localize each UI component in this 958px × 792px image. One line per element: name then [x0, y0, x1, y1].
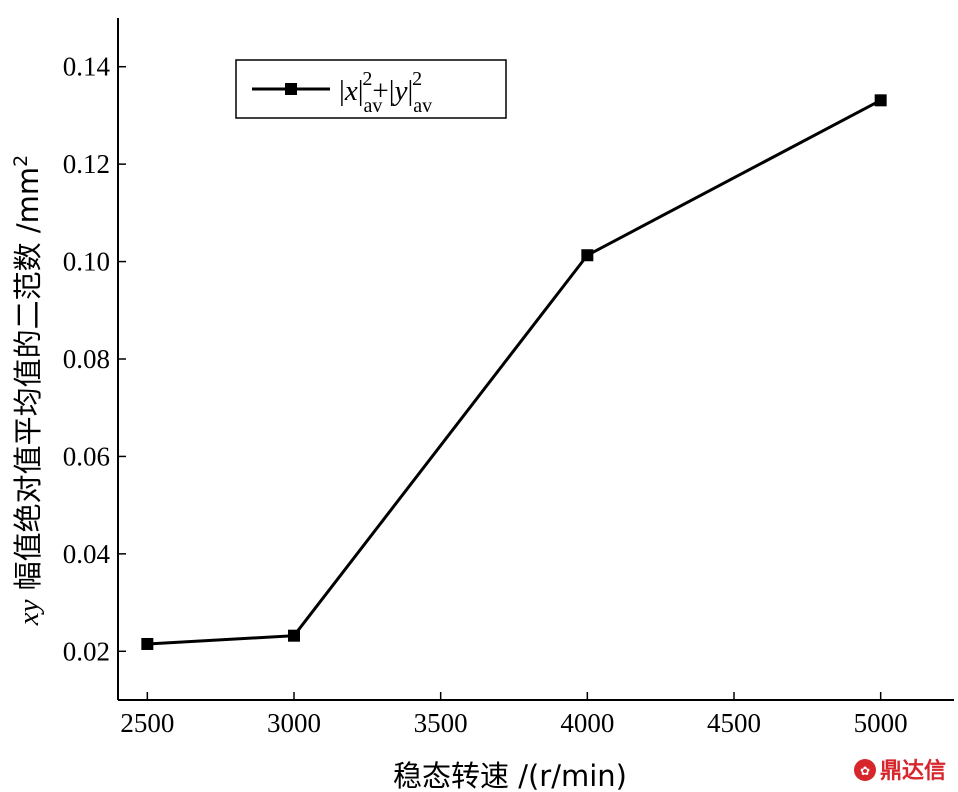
- y-tick-label: 0.14: [63, 52, 111, 82]
- watermark-logo-icon: [854, 759, 876, 781]
- y-tick-label: 0.08: [63, 344, 110, 374]
- x-tick-label: 4500: [707, 708, 761, 738]
- x-ticks: 2500 3000 3500 4000 4500 5000: [120, 692, 908, 738]
- legend-label: |x|av2+|y|av2: [339, 68, 432, 117]
- y-tick-label: 0.04: [63, 539, 111, 569]
- watermark-logo-glyph: ✿: [860, 764, 870, 778]
- y-tick-label: 0.02: [63, 636, 110, 666]
- data-point: [874, 94, 887, 107]
- legend: |x|av2+|y|av2: [235, 59, 507, 119]
- y-tick-label: 0.12: [63, 149, 110, 179]
- y-ticks: 0.02 0.04 0.06 0.08 0.10 0.12 0.14: [63, 52, 126, 666]
- data-point: [581, 249, 594, 262]
- x-tick-label: 5000: [854, 708, 908, 738]
- series-line: [147, 99, 882, 646]
- x-tick-label: 3000: [267, 708, 321, 738]
- data-point: [141, 637, 154, 650]
- y-tick-label: 0.10: [63, 247, 110, 277]
- watermark-logo: ✿ 鼎达信: [854, 758, 946, 784]
- x-tick-label: 2500: [120, 708, 174, 738]
- y-axis-label: xy 幅值绝对值平均值的二范数 /mm2: [10, 155, 45, 627]
- data-point: [288, 629, 300, 642]
- series-group: [141, 94, 887, 650]
- watermark-text: 鼎达信: [880, 758, 946, 784]
- y-tick-label: 0.06: [63, 441, 110, 471]
- x-axis-label: 稳态转速 /(r/min): [393, 759, 627, 792]
- x-tick-label: 4000: [560, 708, 614, 738]
- legend-marker-sample: [285, 83, 297, 95]
- x-tick-label: 3500: [414, 708, 468, 738]
